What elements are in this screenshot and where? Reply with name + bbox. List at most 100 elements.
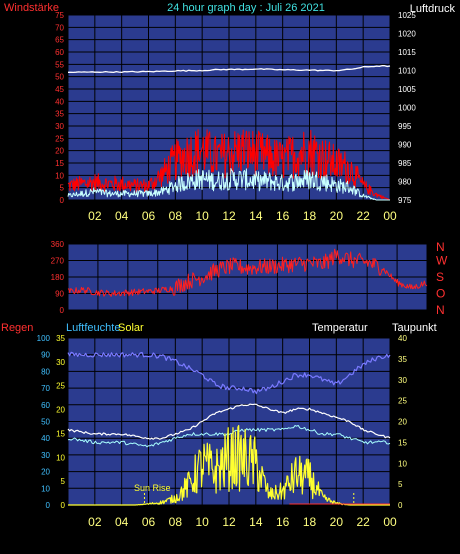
rain-axis-label: Regen xyxy=(1,322,33,334)
humidity-y-tick-label: 40 xyxy=(41,434,50,443)
wind-y-tick-label: 20 xyxy=(55,147,64,156)
temperature-y-tick-label: 40 xyxy=(398,334,407,343)
pressure-y-tick-label: 1005 xyxy=(398,85,416,94)
temperature-y-tick-label: 0 xyxy=(398,501,403,510)
direction-y-tick-label: 180 xyxy=(51,273,65,282)
page-title: 24 hour graph day : Juli 26 2021 xyxy=(167,2,325,14)
wind-y-tick-label: 35 xyxy=(55,110,64,119)
wind-y-tick-label: 30 xyxy=(55,122,64,131)
pressure-y-tick-label: 980 xyxy=(398,178,412,187)
dewpoint-axis-label: Taupunkt xyxy=(392,322,437,334)
sunrise-annotation: Sun Rise xyxy=(134,483,171,493)
wind-panel-x-tick-label: 00 xyxy=(383,209,397,223)
humidity-y-tick-label: 70 xyxy=(41,384,50,393)
climate-panel-x-tick-label: 18 xyxy=(303,515,317,529)
climate-panel-x-tick-label: 12 xyxy=(222,515,236,529)
climate-panel-x-tick-label: 08 xyxy=(169,515,183,529)
wind-y-tick-label: 15 xyxy=(55,159,64,168)
temperature-axis-label: Temperatur xyxy=(312,322,368,334)
direction-compass-label: S xyxy=(436,270,444,284)
direction-y-tick-label: 90 xyxy=(55,290,64,299)
wind-y-tick-label: 5 xyxy=(60,184,65,193)
direction-compass-label: N xyxy=(436,303,445,317)
humidity-y-tick-label: 80 xyxy=(41,367,50,376)
pressure-y-tick-label: 1010 xyxy=(398,67,416,76)
wind-pressure-panel: 0510152025303540455055606570759759809859… xyxy=(55,11,416,223)
solar-axis-label: Solar xyxy=(118,322,144,334)
wind-y-tick-label: 10 xyxy=(55,171,64,180)
wind-panel-x-tick-label: 06 xyxy=(142,209,156,223)
temperature-y-tick-label: 20 xyxy=(398,418,407,427)
wind-y-tick-label: 0 xyxy=(60,196,65,205)
wind-y-tick-label: 75 xyxy=(55,11,64,20)
direction-y-tick-label: 0 xyxy=(60,306,65,315)
pressure-y-tick-label: 1000 xyxy=(398,104,416,113)
wind-panel-x-tick-label: 16 xyxy=(276,209,290,223)
humidity-axis-label: Luftfeuchte xyxy=(66,322,120,334)
temperature-y-tick-label: 10 xyxy=(398,459,407,468)
temperature-y-tick-label: 35 xyxy=(398,355,407,364)
humidity-y-tick-label: 10 xyxy=(41,484,50,493)
solar-y-tick-label: 20 xyxy=(56,406,65,415)
solar-y-tick-label: 15 xyxy=(56,429,65,438)
header-labels: Windstärke 24 hour graph day : Juli 26 2… xyxy=(4,2,455,15)
climate-panel-x-tick-label: 22 xyxy=(356,515,370,529)
humidity-line xyxy=(67,351,391,395)
direction-compass-label: O xyxy=(436,287,445,301)
wind-panel-x-tick-label: 14 xyxy=(249,209,263,223)
wind-y-tick-label: 70 xyxy=(55,23,64,32)
climate-panel-x-tick-label: 14 xyxy=(249,515,263,529)
dewpoint-line xyxy=(67,424,391,448)
temperature-y-tick-label: 30 xyxy=(398,376,407,385)
pressure-line xyxy=(68,65,391,74)
climate-panel-x-tick-label: 04 xyxy=(115,515,129,529)
wind-direction-line xyxy=(67,248,428,297)
wind-y-tick-label: 60 xyxy=(55,48,64,57)
climate-panel-x-tick-label: 06 xyxy=(142,515,156,529)
temperature-y-tick-label: 25 xyxy=(398,397,407,406)
climate-panel-x-tick-label: 00 xyxy=(383,515,397,529)
climate-panel-x-tick-label: 10 xyxy=(195,515,209,529)
wind-panel-x-tick-label: 04 xyxy=(115,209,129,223)
wind-strength-label: Windstärke xyxy=(4,2,59,14)
direction-y-tick-label: 360 xyxy=(51,240,65,249)
pressure-y-tick-label: 975 xyxy=(398,196,412,205)
solar-y-tick-label: 30 xyxy=(56,358,65,367)
temperature-line xyxy=(67,403,391,440)
humidity-y-tick-label: 100 xyxy=(37,334,51,343)
pressure-y-tick-label: 985 xyxy=(398,159,412,168)
solar-y-tick-label: 35 xyxy=(56,334,65,343)
solar-line xyxy=(68,424,390,506)
humidity-y-tick-label: 20 xyxy=(41,468,50,477)
climate-panel-x-tick-label: 20 xyxy=(330,515,344,529)
solar-y-tick-label: 5 xyxy=(61,477,66,486)
temperature-y-tick-label: 15 xyxy=(398,438,407,447)
humidity-y-tick-label: 60 xyxy=(41,401,50,410)
wind-panel-x-tick-label: 20 xyxy=(330,209,344,223)
wind-panel-x-tick-label: 12 xyxy=(222,209,236,223)
pressure-y-tick-label: 1015 xyxy=(398,48,416,57)
wind-y-tick-label: 45 xyxy=(55,85,64,94)
wind-y-tick-label: 25 xyxy=(55,134,64,143)
wind-gust-line xyxy=(67,129,391,201)
humidity-y-tick-label: 50 xyxy=(41,418,50,427)
pressure-y-tick-label: 990 xyxy=(398,141,412,150)
wind-y-tick-label: 55 xyxy=(55,60,64,69)
pressure-y-tick-label: 1020 xyxy=(398,30,416,39)
direction-compass-label: N xyxy=(436,240,445,254)
wind-panel-x-tick-label: 02 xyxy=(88,209,102,223)
pressure-label: Luftdruck xyxy=(410,3,456,15)
wind-y-tick-label: 50 xyxy=(55,73,64,82)
humidity-y-tick-label: 0 xyxy=(46,501,51,510)
wind-average-line xyxy=(67,168,390,201)
solar-y-tick-label: 0 xyxy=(61,501,66,510)
climate-panel-x-tick-label: 16 xyxy=(276,515,290,529)
humidity-y-tick-label: 90 xyxy=(41,351,50,360)
solar-y-tick-label: 25 xyxy=(56,382,65,391)
wind-y-tick-label: 65 xyxy=(55,36,64,45)
wind-panel-x-tick-label: 18 xyxy=(303,209,317,223)
wind-panel-x-tick-label: 22 xyxy=(356,209,370,223)
